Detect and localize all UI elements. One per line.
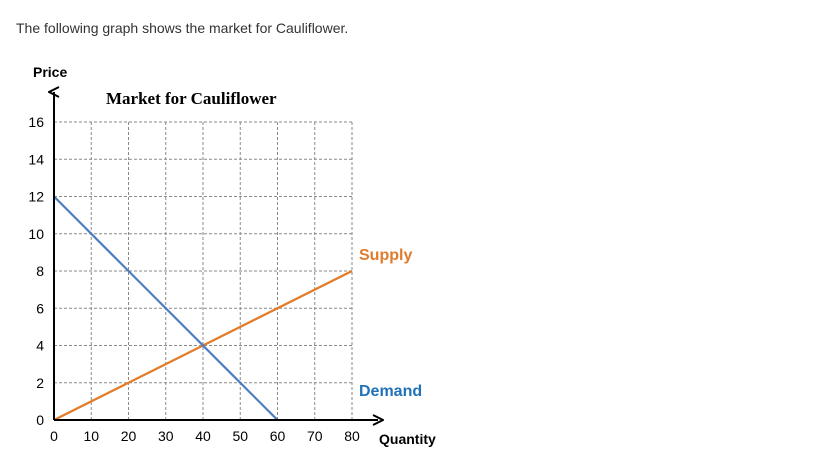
x-tick-label: 20 bbox=[121, 428, 137, 444]
y-tick-label: 2 bbox=[36, 375, 44, 391]
demand-line bbox=[53, 195, 279, 421]
x-tick-label: 60 bbox=[270, 428, 286, 444]
supply-label: Supply bbox=[359, 247, 412, 264]
series-layer bbox=[53, 195, 353, 421]
y-tick-label: 10 bbox=[28, 226, 44, 242]
y-tick-label: 4 bbox=[36, 338, 44, 354]
x-tick-label: 10 bbox=[83, 428, 99, 444]
x-axis-title: Quantity bbox=[379, 431, 436, 447]
axes bbox=[54, 92, 378, 420]
x-tick-label: 80 bbox=[344, 428, 360, 444]
labels: 0 2 4 6 8 10 12 14 16 0 10 20 30 40 50 60 70 80 Price Quant… bbox=[28, 64, 436, 447]
intro-text: The following graph shows the market for… bbox=[16, 20, 349, 36]
y-tick-label: 14 bbox=[28, 151, 44, 167]
x-tick-label: 0 bbox=[50, 428, 58, 444]
grid bbox=[54, 121, 353, 420]
y-tick-label: 12 bbox=[28, 189, 44, 205]
y-tick-label: 0 bbox=[36, 412, 44, 428]
x-tick-label: 70 bbox=[307, 428, 323, 444]
y-tick-label: 16 bbox=[28, 114, 44, 130]
x-tick-label: 40 bbox=[195, 428, 211, 444]
y-tick-label: 6 bbox=[36, 300, 44, 316]
x-tick-label: 50 bbox=[232, 428, 248, 444]
x-tick-label: 30 bbox=[158, 428, 174, 444]
demand-label: Demand bbox=[359, 383, 422, 400]
y-tick-label: 8 bbox=[36, 263, 44, 279]
y-axis-title: Price bbox=[33, 64, 67, 80]
chart-title: Market for Cauliflower bbox=[106, 89, 277, 108]
